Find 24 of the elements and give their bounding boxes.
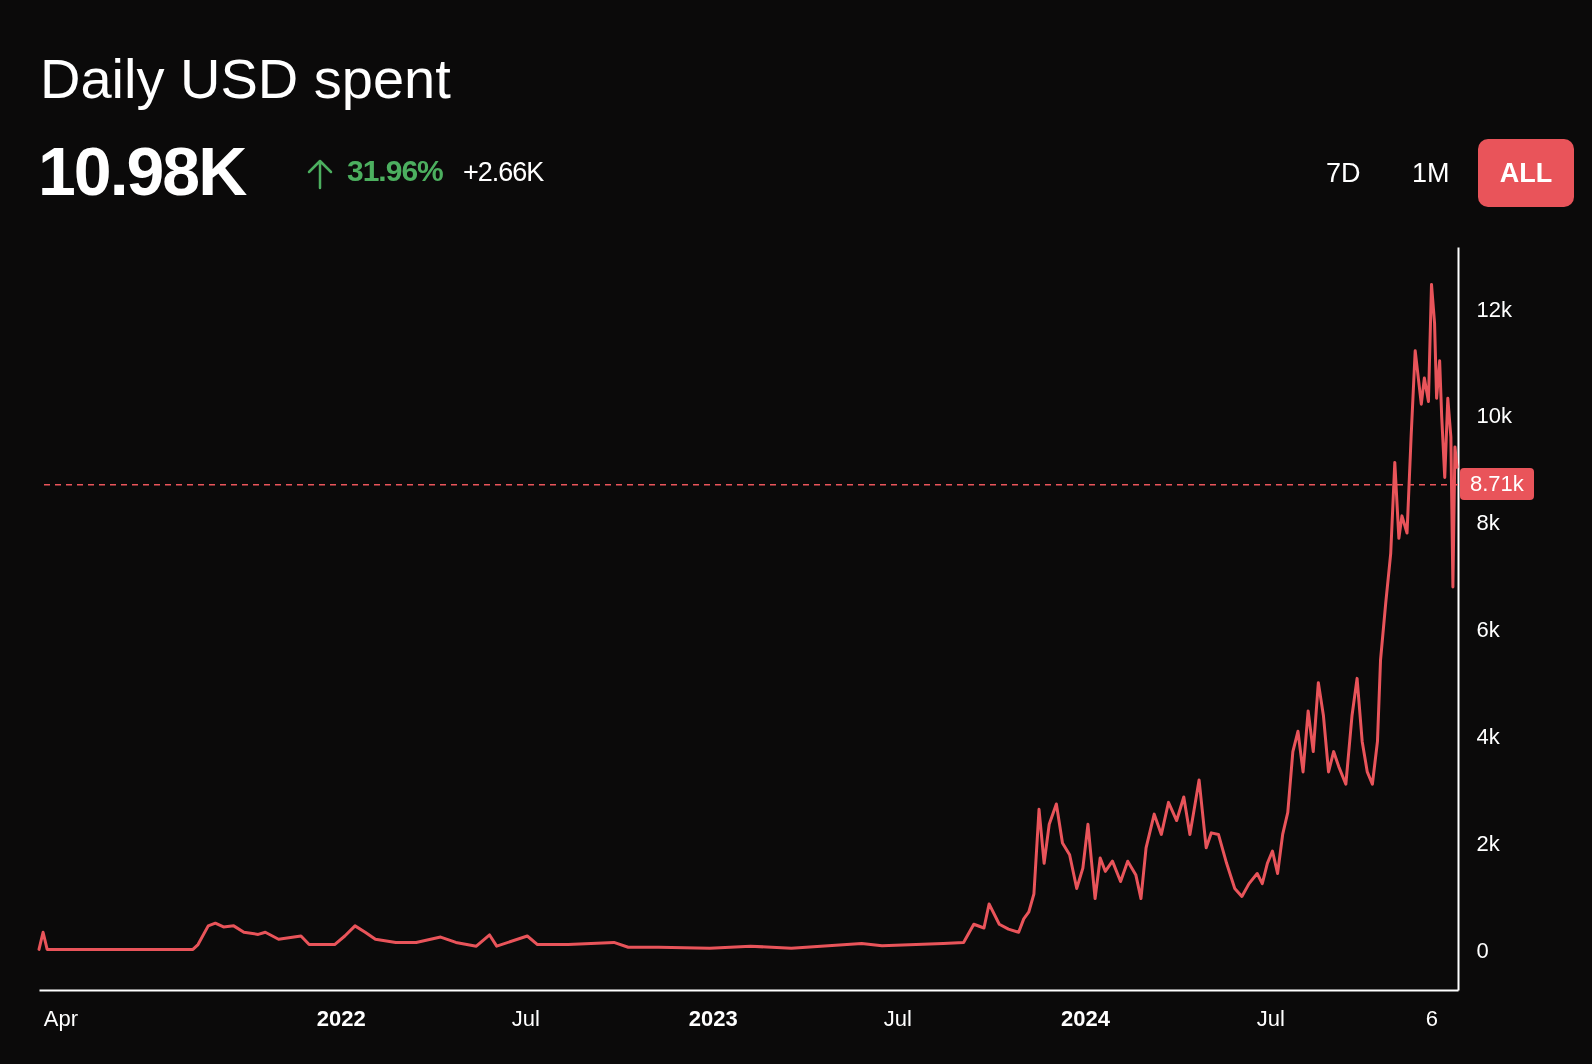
text: 1M	[1412, 158, 1450, 189]
y-tick-label: 10k	[1476, 403, 1513, 429]
y-tick-label: 2k	[1476, 831, 1501, 857]
y-tick-label: 12k	[1476, 296, 1513, 322]
chart-title: Daily USD spent	[40, 46, 451, 111]
x-tick-label: 2022	[316, 1005, 366, 1031]
y-tick-label: 8k	[1476, 510, 1501, 536]
text: 31.96%	[347, 154, 443, 188]
x-tick-label: 2024	[1060, 1005, 1111, 1031]
x-tick-label: 6	[1425, 1005, 1439, 1031]
text: +2.66K	[463, 157, 544, 188]
text: 7D	[1326, 158, 1361, 189]
y-tick-label: 0	[1476, 937, 1489, 963]
x-tick-label: Apr	[43, 1005, 79, 1031]
x-tick-label: Jul	[511, 1005, 540, 1031]
text: ALL	[1478, 139, 1574, 207]
ref-line-label: 8.71k	[1460, 467, 1534, 500]
x-tick-label: Jul	[883, 1005, 912, 1031]
x-tick-label: Jul	[1256, 1005, 1285, 1031]
x-tick-label: 2023	[688, 1005, 738, 1031]
line-series	[37, 282, 1459, 951]
text: 10.98K	[38, 132, 246, 210]
y-tick-label: 6k	[1476, 617, 1501, 643]
y-tick-label: 4k	[1476, 724, 1501, 750]
